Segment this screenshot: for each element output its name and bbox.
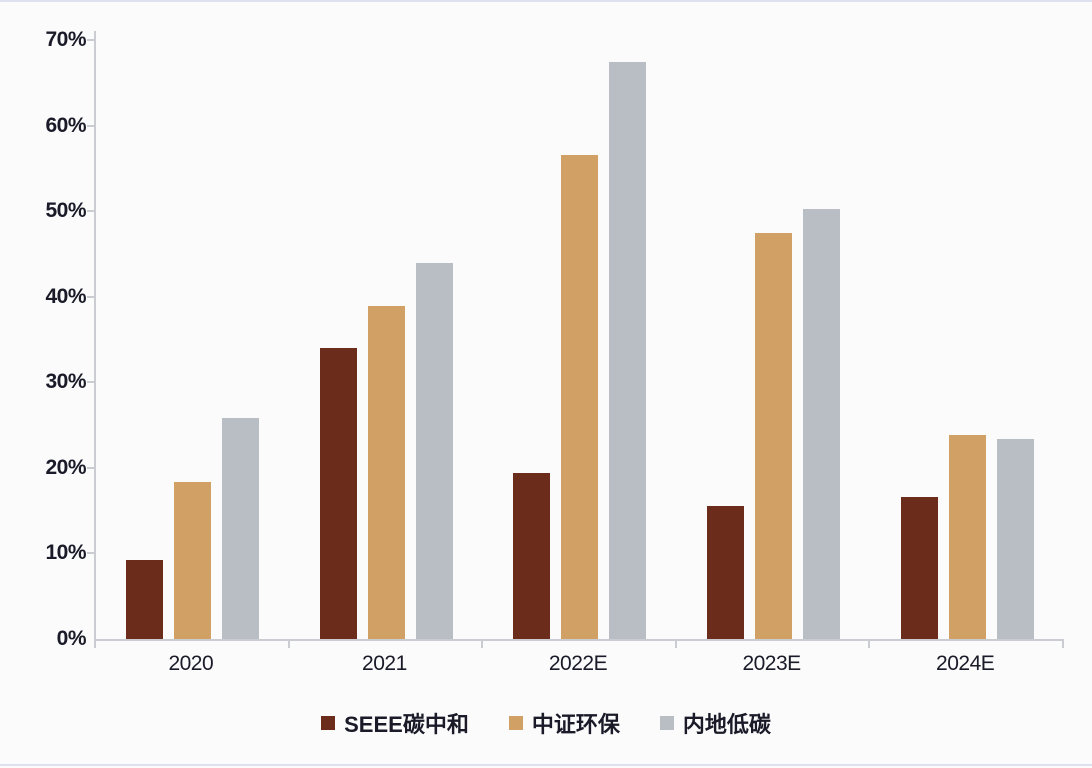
bar-内地低碳-2022E — [609, 62, 647, 639]
y-axis-tick — [87, 210, 94, 213]
x-axis-label-2023E: 2023E — [742, 652, 801, 675]
legend-label: 内地低碳 — [682, 712, 771, 737]
bar-SEEE碳中和-2021 — [319, 348, 357, 639]
legend: SEEE碳中和 中证环保 内地低碳 — [0, 703, 1092, 743]
bar-内地低碳-2023E — [803, 208, 841, 639]
bar-SEEE碳中和-2024E — [900, 496, 938, 639]
y-axis-label: 70% — [45, 28, 86, 51]
y-axis-label: 20% — [45, 455, 86, 479]
bar-中证环保-2023E — [755, 233, 793, 639]
bar-内地低碳-2024E — [996, 438, 1034, 639]
bar-group-2020 — [126, 40, 260, 639]
bar-中证环保-2022E — [561, 154, 599, 639]
legend-swatch-icon — [321, 716, 336, 730]
legend-item-内地低碳: 内地低碳 — [659, 707, 771, 739]
legend-swatch-icon — [659, 716, 674, 730]
y-axis-tick — [87, 39, 94, 41]
y-axis-label: 60% — [45, 113, 86, 137]
x-axis-tick — [287, 641, 290, 648]
y-axis-tick — [87, 552, 94, 555]
y-axis-label: 50% — [45, 199, 86, 223]
bar-group-2022E — [513, 40, 647, 639]
plot-area — [94, 31, 1064, 641]
legend-swatch-icon — [508, 716, 523, 730]
legend-item-中证环保: 中证环保 — [508, 707, 620, 739]
x-axis-label-2020: 2020 — [168, 652, 214, 675]
bar-中证环保-2020 — [174, 481, 212, 639]
x-axis-labels: 2020 2021 2022E 2023E 2024E — [94, 652, 1062, 676]
y-axis-label: 40% — [45, 284, 86, 308]
bar-series-container — [96, 40, 1064, 639]
top-rule-line — [0, 0, 1092, 2]
y-axis-tick — [87, 466, 94, 469]
x-axis-tick — [1062, 641, 1064, 648]
legend-label: 中证环保 — [531, 712, 620, 737]
x-axis-tick — [481, 641, 484, 648]
bar-group-2024E — [900, 40, 1034, 639]
bottom-rule-line — [0, 764, 1092, 766]
x-axis-label-2021: 2021 — [362, 652, 407, 675]
bar-内地低碳-2021 — [415, 262, 453, 639]
bar-SEEE碳中和-2022E — [513, 473, 551, 639]
x-axis-label-2022E: 2022E — [548, 652, 608, 675]
bar-中证环保-2024E — [948, 435, 986, 639]
x-axis-tick — [868, 641, 871, 648]
legend-item-SEEE碳中和: SEEE碳中和 — [321, 707, 469, 739]
y-axis-tick — [87, 381, 94, 384]
y-axis-tick — [87, 295, 94, 298]
bar-SEEE碳中和-2023E — [707, 506, 745, 639]
x-axis-label-2024E: 2024E — [936, 652, 995, 675]
bar-group-2023E — [707, 40, 841, 639]
bar-内地低碳-2020 — [222, 418, 260, 639]
y-axis-label: 10% — [45, 541, 86, 565]
y-axis-tick — [87, 124, 94, 127]
x-axis-tick — [674, 641, 677, 648]
y-axis-label: 0% — [56, 627, 87, 650]
bar-group-2021 — [319, 40, 453, 639]
bar-SEEE碳中和-2020 — [126, 560, 164, 639]
legend-label: SEEE碳中和 — [344, 712, 469, 737]
x-axis-tick — [94, 641, 96, 648]
bar-中证环保-2021 — [367, 306, 405, 639]
y-axis-label: 30% — [45, 370, 86, 394]
